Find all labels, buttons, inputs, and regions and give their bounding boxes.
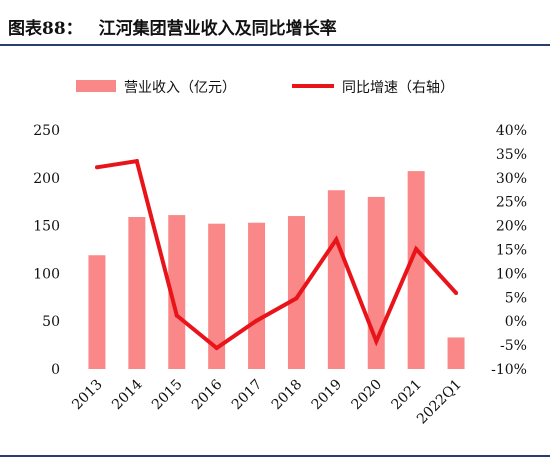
x-axis-tick-label: 2018: [269, 377, 306, 414]
right-axis-tick-label: 20%: [496, 219, 527, 235]
x-axis-tick-label: 2020: [349, 377, 386, 414]
growth-rate-point: [294, 296, 299, 301]
right-axis-tick-label: -5%: [500, 338, 527, 354]
growth-rate-point: [334, 237, 339, 242]
right-axis-tick-label: 0%: [505, 314, 527, 330]
revenue-bar: [327, 190, 345, 369]
right-axis-tick-label: 10%: [496, 266, 527, 282]
x-axis-tick-label: 2021: [388, 377, 425, 414]
growth-rate-point: [174, 313, 179, 318]
x-axis-tick-label: 2022Q1: [414, 377, 465, 428]
growth-rate-point: [454, 290, 459, 295]
growth-rate-point: [374, 339, 379, 344]
revenue-bar: [88, 255, 106, 369]
right-axis-tick-label: 15%: [496, 243, 527, 259]
legend-line-label: 同比增速（右轴）: [342, 80, 454, 96]
right-axis-tick-label: 25%: [496, 195, 527, 211]
right-axis-tick-label: -10%: [491, 362, 527, 378]
revenue-bar: [208, 223, 226, 369]
x-axis-ticks: 2013 2014 2015 2016 2017 2018 2019 2020 20212022…: [69, 376, 465, 427]
growth-line-layer: [94, 158, 459, 351]
left-axis-tick-label: 100: [33, 266, 60, 282]
revenue-bar: [168, 215, 186, 369]
growth-rate-point: [94, 165, 99, 170]
revenue-bar: [407, 171, 425, 369]
left-axis-tick-label: 250: [33, 123, 60, 139]
left-axis-ticks: 0 50 100 150 200 250: [33, 123, 60, 378]
right-axis-tick-label: 30%: [496, 171, 527, 187]
right-axis-tick-label: 5%: [505, 290, 527, 306]
growth-rate-point: [134, 159, 139, 164]
x-axis-tick-label: 2013: [69, 377, 106, 414]
left-axis-tick-label: 0: [51, 362, 60, 378]
bottom-rule: [0, 455, 550, 457]
x-axis-tick-label: 2015: [149, 377, 186, 414]
x-axis-tick-label: 2016: [189, 376, 226, 413]
legend-bar-label: 营业收入（亿元）: [124, 80, 236, 96]
right-axis-tick-label: 40%: [496, 123, 527, 139]
growth-rate-point: [254, 318, 259, 323]
right-axis-ticks: -10% -5% 0% 5% 10% 15% 20% 25% 30% 35% 40%: [491, 123, 527, 378]
left-axis-tick-label: 50: [42, 314, 60, 330]
revenue-bar: [447, 337, 465, 369]
growth-rate-line: [96, 158, 458, 351]
left-axis-tick-label: 200: [33, 171, 60, 187]
chart-legend: 营业收入（亿元） 同比增速（右轴）: [76, 80, 454, 96]
x-axis-tick-label: 2014: [109, 376, 146, 413]
figure-title-text: 江河集团营业收入及同比增长率: [98, 19, 337, 39]
revenue-bar: [128, 216, 146, 369]
revenue-bar: [248, 222, 266, 369]
figure-title: 图表88： 江河集团营业收入及同比增长率: [8, 14, 337, 39]
right-axis-tick-label: 35%: [496, 147, 527, 163]
growth-rate-point: [414, 247, 419, 252]
revenue-bar: [287, 216, 305, 369]
growth-rate-point: [214, 345, 219, 350]
x-axis-tick-label: 2019: [309, 377, 346, 414]
figure-header: 图表88： 江河集团营业收入及同比增长率: [0, 0, 550, 50]
top-rule: [0, 44, 550, 46]
figure-label: 图表88：: [8, 19, 83, 39]
legend-bar-swatch: [76, 80, 116, 92]
left-axis-tick-label: 150: [33, 219, 60, 235]
x-axis-tick-label: 2017: [229, 377, 266, 414]
